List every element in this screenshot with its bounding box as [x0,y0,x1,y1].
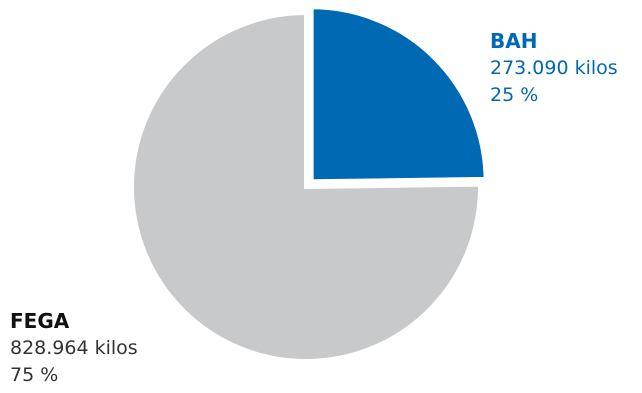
slice-value-fega: 828.964 kilos [10,337,138,359]
pie-slice-fega [130,10,482,363]
slice-value-bah: 273.090 kilos [490,57,618,79]
pie-slice-bah [309,5,488,184]
pie-slices [130,5,488,363]
slice-name-bah: BAH [490,29,538,53]
slice-label-fega: FEGA 828.964 kilos 75 % [10,308,138,389]
slice-percent-fega: 75 % [10,364,59,386]
slice-percent-bah: 25 % [490,84,539,106]
slice-label-bah: BAH 273.090 kilos 25 % [490,28,618,109]
slice-name-fega: FEGA [10,309,70,333]
